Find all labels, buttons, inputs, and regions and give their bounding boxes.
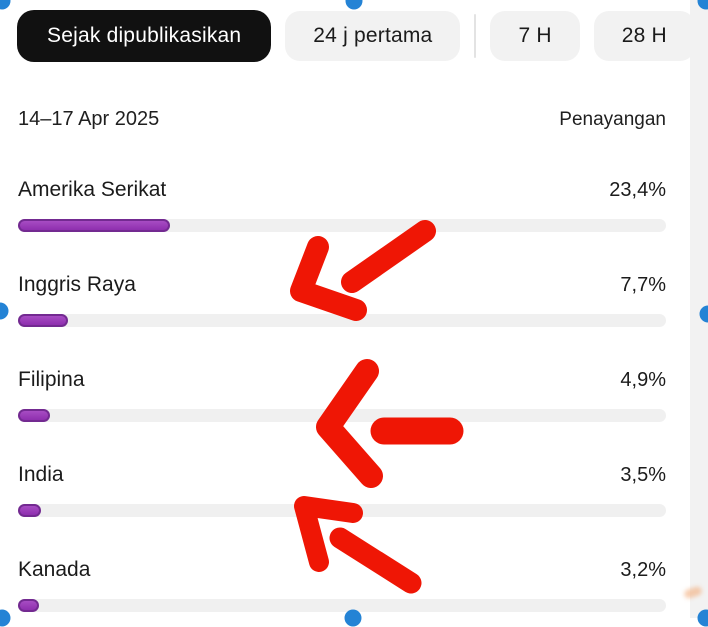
country-name: India — [18, 463, 64, 487]
list-item: Filipina 4,9% — [18, 368, 666, 422]
bar-track — [18, 504, 666, 517]
bar-fill — [18, 599, 39, 612]
country-name: Inggris Raya — [18, 273, 136, 297]
country-name: Filipina — [18, 368, 85, 392]
country-name: Kanada — [18, 558, 90, 582]
period-tabbar: Sejak dipublikasikan 24 j pertama 7 H 28… — [17, 10, 708, 62]
country-percentage: 4,9% — [620, 369, 666, 392]
crop-handle-icon — [345, 610, 362, 627]
bar-fill — [18, 409, 50, 422]
bar-fill — [18, 219, 170, 232]
bar-fill — [18, 504, 41, 517]
tab-7d[interactable]: 7 H — [490, 11, 579, 61]
bar-track — [18, 599, 666, 612]
country-percentage: 7,7% — [620, 274, 666, 297]
tab-first-24h[interactable]: 24 j pertama — [285, 11, 460, 61]
crop-handle-icon — [698, 610, 708, 627]
bar-track — [18, 314, 666, 327]
bar-fill — [18, 314, 68, 327]
list-item: Inggris Raya 7,7% — [18, 273, 666, 327]
list-item: Kanada 3,2% — [18, 558, 666, 612]
tab-divider — [474, 14, 476, 58]
country-percentage: 23,4% — [609, 179, 666, 202]
tab-28d[interactable]: 28 H — [594, 11, 695, 61]
bar-track — [18, 219, 666, 232]
tab-since-published[interactable]: Sejak dipublikasikan — [17, 10, 271, 62]
list-item: Amerika Serikat 23,4% — [18, 178, 666, 232]
country-percentage: 3,2% — [620, 559, 666, 582]
country-percentage: 3,5% — [620, 464, 666, 487]
country-name: Amerika Serikat — [18, 178, 166, 202]
bar-track — [18, 409, 666, 422]
list-item: India 3,5% — [18, 463, 666, 517]
